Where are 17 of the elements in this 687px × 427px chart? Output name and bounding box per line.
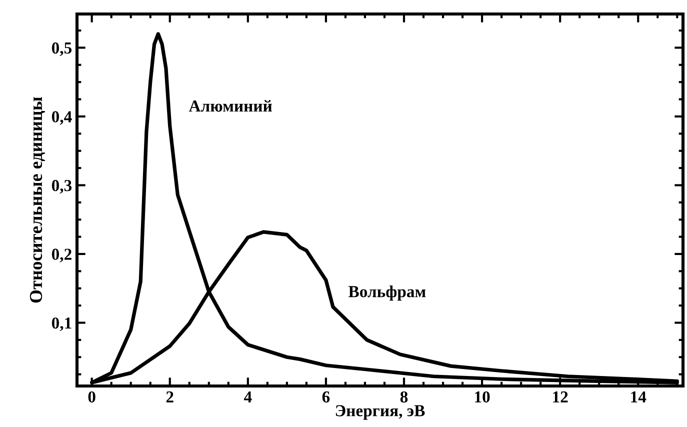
x-tick-label: 8 [400,391,408,403]
x-tick-label: 12 [553,391,568,402]
x-tick-label: 2 [166,391,174,402]
y-tick-label: 0,1 [52,317,72,332]
x-tick-label: 0 [88,391,96,403]
y-tick-label: 0,3 [52,180,72,194]
y-tick-label: 0,4 [52,111,72,125]
series-label: Вольфрам [348,286,426,301]
x-axis-title: Энергия, эВ [336,405,425,420]
x-tick-label: 4 [244,391,252,402]
y-tick-label: 0,2 [52,248,72,262]
x-tick-label: 14 [631,391,646,402]
y-tick-label: 0,5 [52,42,72,56]
x-tick-label: 10 [475,391,490,403]
y-axis-title: Относительные единицы [30,97,46,303]
x-tick-label: 6 [322,391,330,403]
series-label: Алюминий [188,100,272,112]
